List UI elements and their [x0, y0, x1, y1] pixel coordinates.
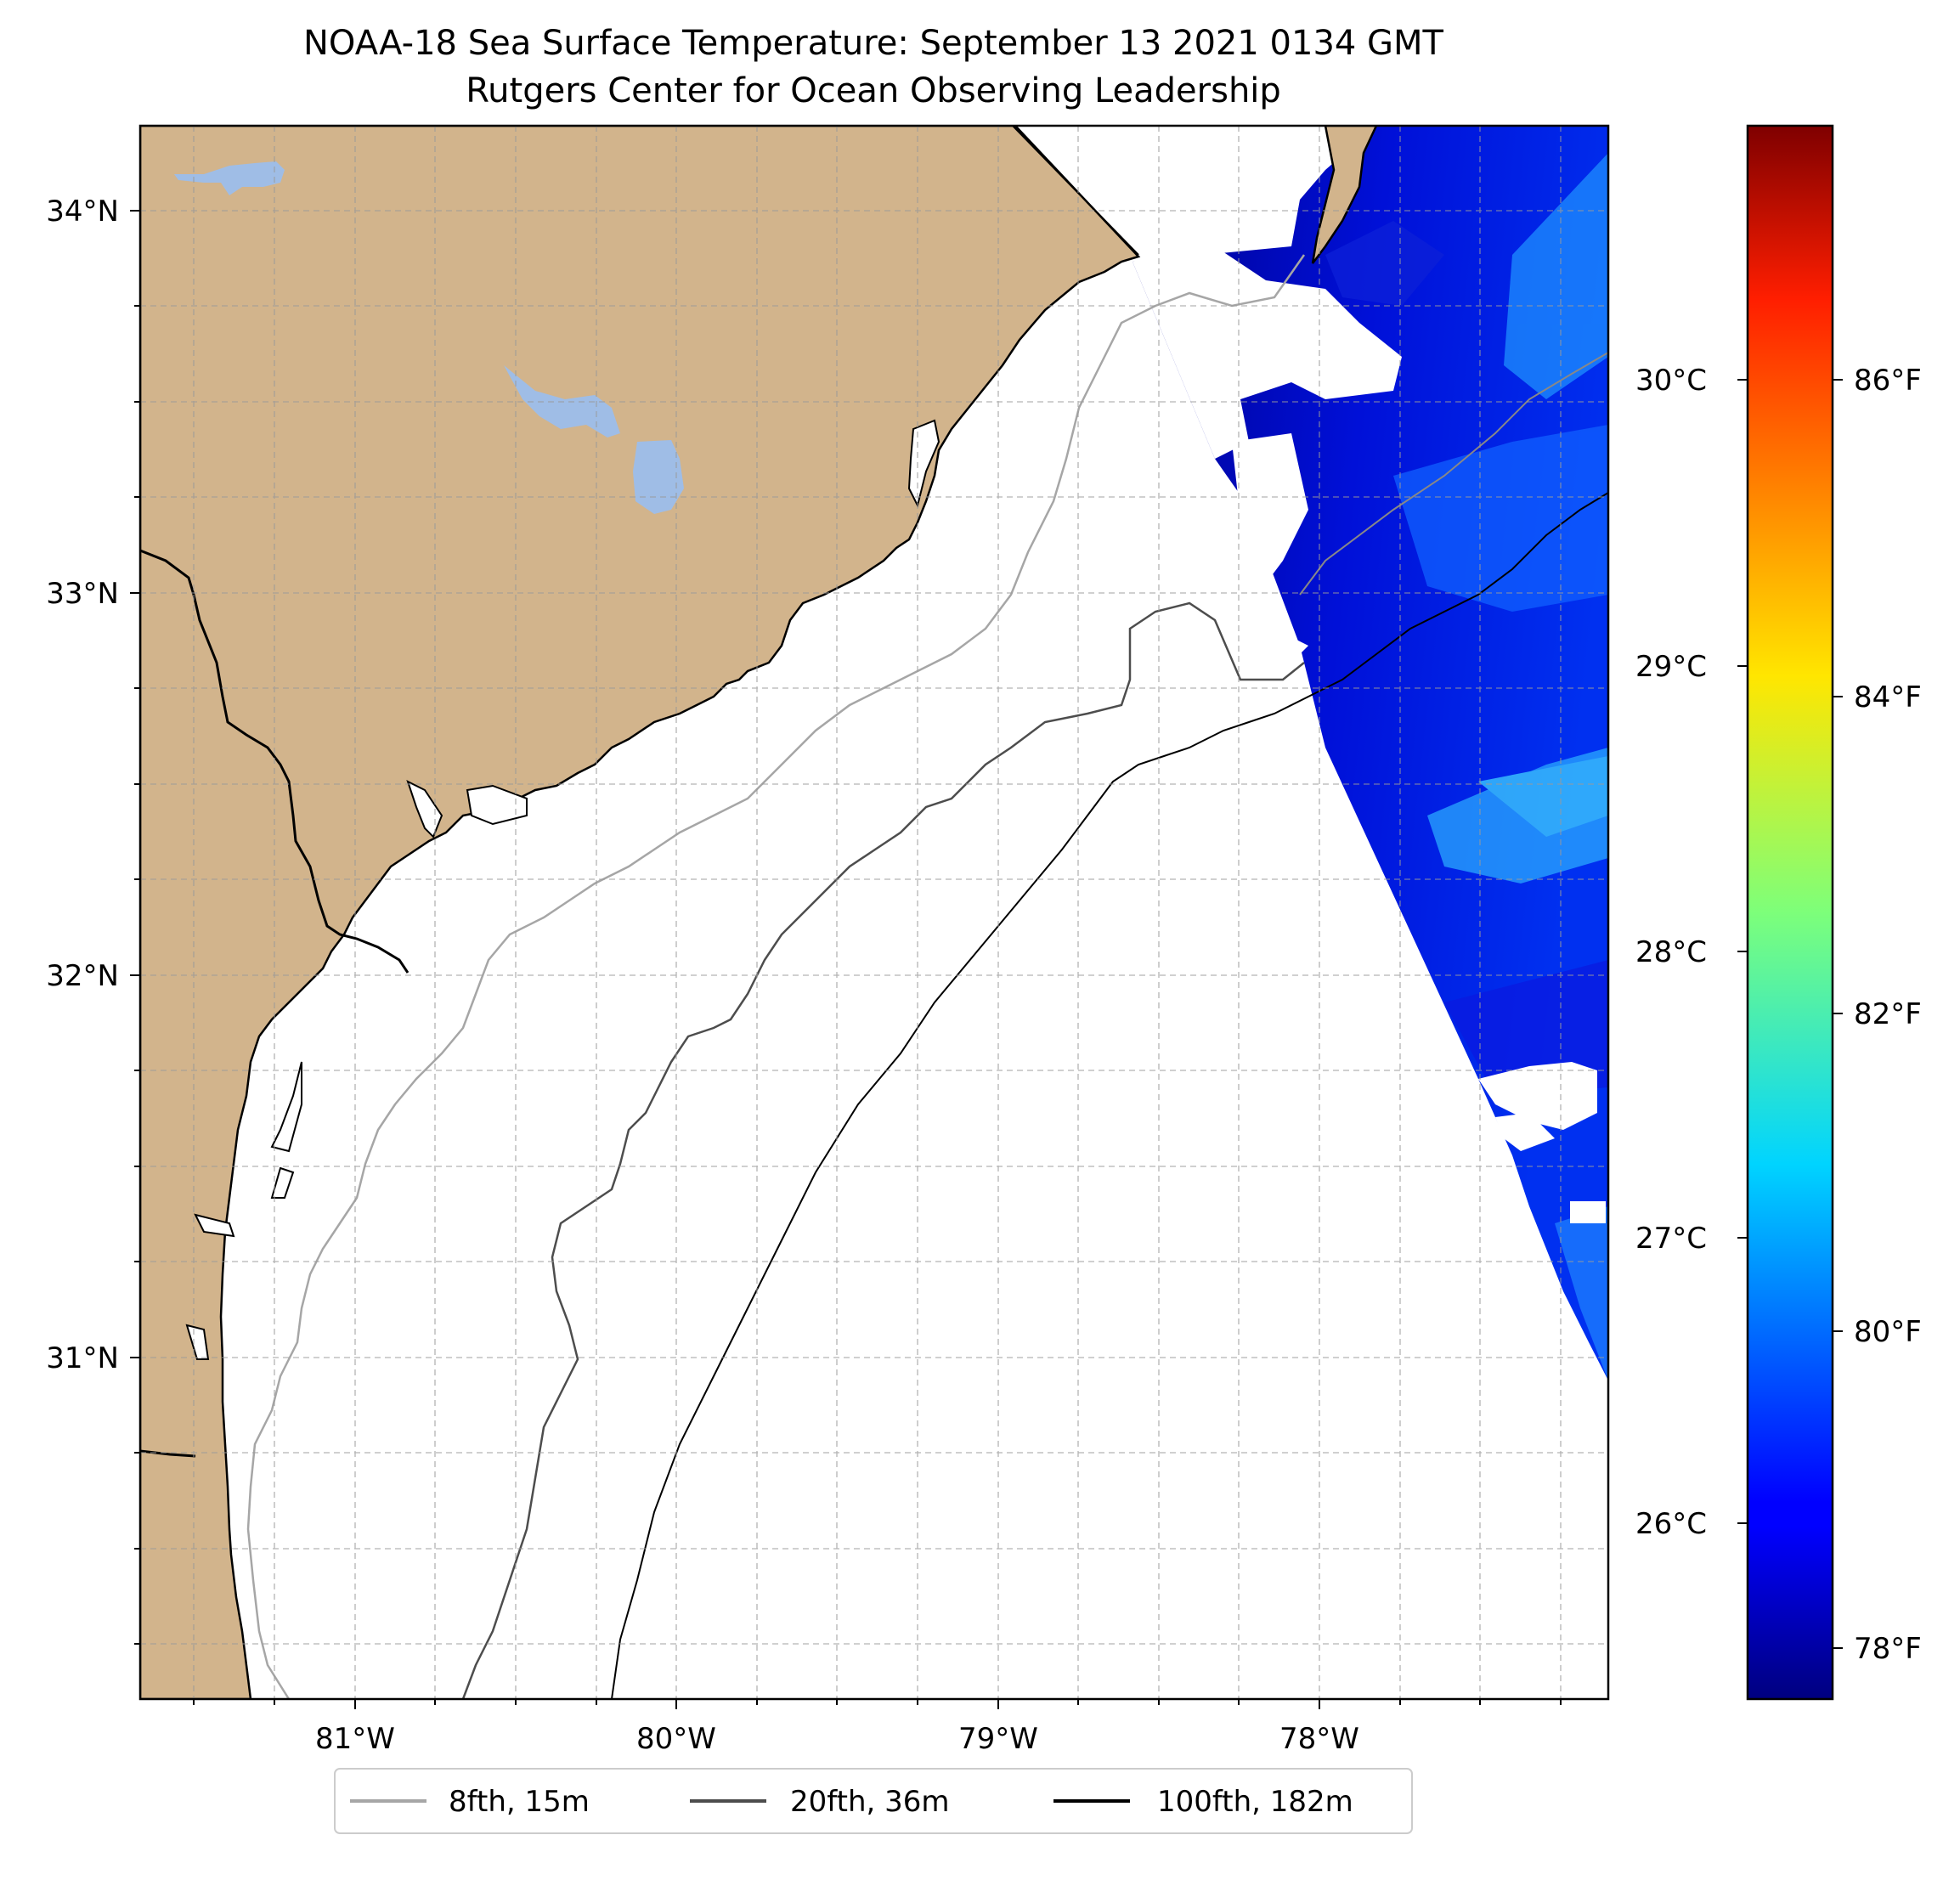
- colorbar-label-27c: 27°C: [1635, 1222, 1707, 1256]
- legend-label-100fth: 100fth, 182m: [1157, 1785, 1353, 1819]
- map-area: [140, 126, 1608, 1699]
- state-border-ga-fl: [140, 1449, 196, 1458]
- lat-axis: [130, 210, 140, 1645]
- lake-north: [174, 161, 285, 195]
- colorbar-label-29c: 29°C: [1635, 650, 1707, 684]
- lat-label-31n: 31°N: [46, 1341, 119, 1375]
- lon-label-80w: 80°W: [636, 1722, 716, 1756]
- colorbar-label-26c: 26°C: [1635, 1507, 1707, 1541]
- lon-label-79w: 79°W: [958, 1722, 1038, 1756]
- legend-label-20fth: 20fth, 36m: [790, 1785, 950, 1819]
- isobath-20fth: [461, 601, 1305, 1699]
- gridlines: [140, 126, 1608, 1699]
- map-frame: [138, 124, 1610, 1701]
- colorbar-label-30c: 30°C: [1635, 364, 1707, 398]
- colorbar-label-78f: 78°F: [1854, 1632, 1922, 1666]
- colorbar-label-84f: 84°F: [1854, 680, 1922, 714]
- legend: 8fth, 15m 20fth, 36m 100fth, 182m: [334, 1768, 1413, 1834]
- title-line-2: Rutgers Center for Ocean Observing Leade…: [466, 71, 1281, 110]
- lat-label-32n: 32°N: [46, 959, 119, 993]
- isobath-8fth: [246, 254, 1306, 1699]
- colorbar: [1737, 124, 1843, 1701]
- legend-label-8fth: 8fth, 15m: [449, 1785, 590, 1819]
- colorbar-gradient: [1746, 124, 1834, 1701]
- lon-axis: [193, 1699, 1562, 1709]
- lat-label-34n: 34°N: [46, 195, 119, 229]
- lat-label-33n: 33°N: [46, 577, 119, 611]
- cloud-mask: [1133, 246, 1402, 459]
- lon-label-78w: 78°W: [1279, 1722, 1359, 1756]
- title-line-1: NOAA-18 Sea Surface Temperature: Septemb…: [303, 24, 1444, 63]
- colorbar-label-82f: 82°F: [1854, 997, 1922, 1031]
- lake-moultrie: [633, 440, 684, 514]
- legend-frame: [334, 1768, 1413, 1834]
- sst-warm-patches: [1325, 153, 1608, 1380]
- colorbar-label-28c: 28°C: [1635, 935, 1707, 969]
- lon-label-81w: 81°W: [315, 1722, 395, 1756]
- isobath-100fth: [611, 492, 1608, 1699]
- colorbar-label-86f: 86°F: [1854, 364, 1922, 398]
- land-mass: [140, 126, 1141, 1699]
- state-border-nc-sc: [1012, 126, 1139, 256]
- colorbar-label-80f: 80°F: [1854, 1315, 1922, 1349]
- state-border-sc-ga: [140, 549, 410, 974]
